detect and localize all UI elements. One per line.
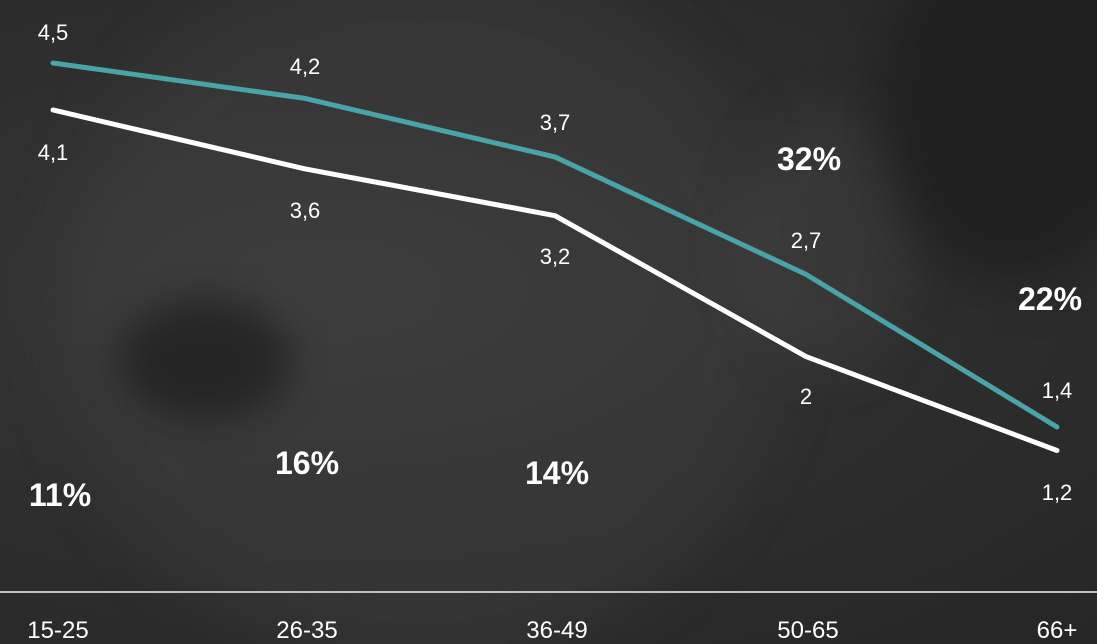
series-line-teal xyxy=(50,60,1060,430)
percentage-label: 11% xyxy=(29,477,91,513)
percentage-label: 22% xyxy=(1018,281,1082,317)
percentage-label: 32% xyxy=(777,141,841,177)
series-line-white xyxy=(50,107,1060,453)
data-label: 4,5 xyxy=(38,20,69,45)
x-tick-label: 50-65 xyxy=(777,617,838,644)
x-tick-label: 15-25 xyxy=(27,617,88,644)
data-label: 1,2 xyxy=(1042,480,1073,505)
background-ear-shape xyxy=(740,110,910,370)
data-label: 1,4 xyxy=(1042,378,1073,403)
x-tick-label: 66+ xyxy=(1037,617,1078,644)
percentage-label: 14% xyxy=(525,455,589,491)
data-label: 2,7 xyxy=(791,228,822,253)
data-label: 3,6 xyxy=(290,198,321,223)
data-label: 4,1 xyxy=(38,140,69,165)
x-tick-label: 36-49 xyxy=(526,617,587,644)
background-mouth-shape xyxy=(120,300,290,420)
x-tick-label: 26-35 xyxy=(276,617,337,644)
data-label: 3,2 xyxy=(540,244,571,269)
percentage-label: 16% xyxy=(275,445,339,481)
data-label: 2 xyxy=(800,384,812,409)
data-label: 3,7 xyxy=(540,110,571,135)
data-label: 4,2 xyxy=(290,54,321,79)
